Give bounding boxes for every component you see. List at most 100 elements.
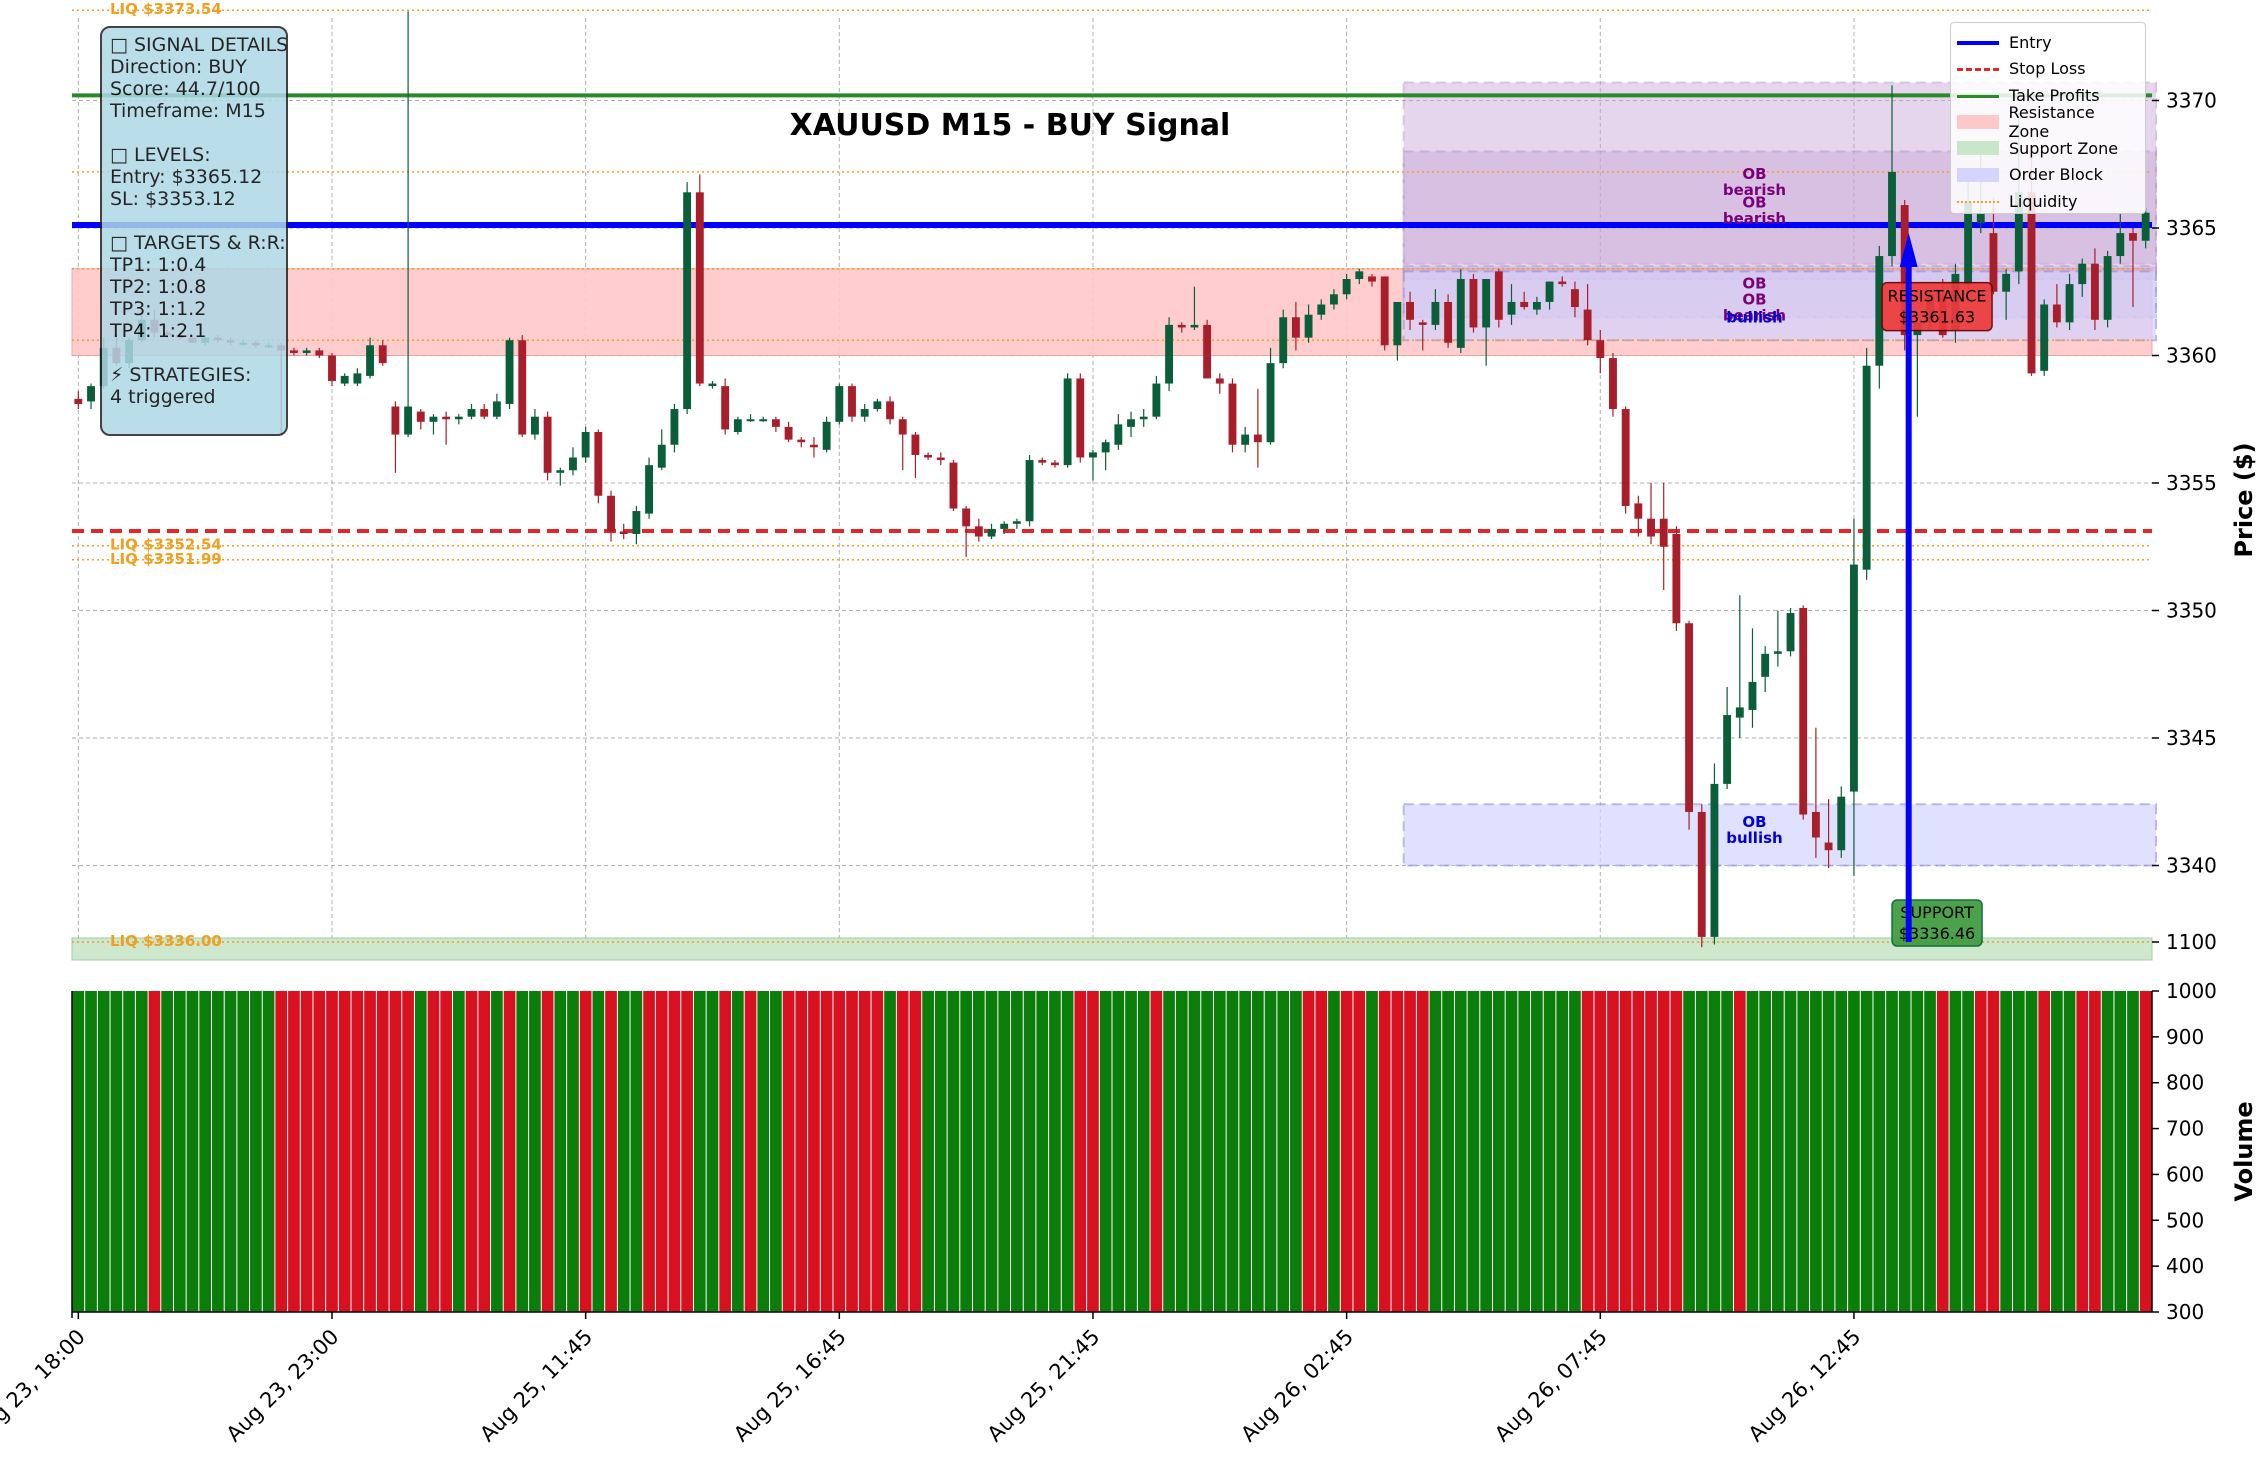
volume-bar: [2076, 991, 2089, 1312]
candle-body-bear: [1520, 301, 1529, 308]
candle-body-bear: [1609, 358, 1617, 410]
volume-bar: [693, 991, 706, 1312]
candle-body-bear: [721, 386, 730, 430]
candle-body-bull: [1786, 613, 1795, 652]
resistance-marker-label: $3361.63: [1899, 308, 1975, 327]
volume-bar: [1442, 991, 1454, 1312]
order-block-label: OB: [1742, 275, 1766, 293]
volume-bar: [2101, 991, 2114, 1312]
volume-bar: [72, 991, 85, 1312]
legend-label: Order Block: [2009, 165, 2103, 185]
time-tick-label: Aug 23, 23:00: [222, 1325, 344, 1447]
volume-bar: [1340, 991, 1353, 1312]
liquidity-label: LIQ $3373.54: [110, 0, 222, 18]
candle-body-bull: [1850, 564, 1858, 792]
candle-body-bear: [848, 386, 856, 417]
volume-bar: [1848, 991, 1860, 1312]
signal-detail-line: □ TARGETS & R:R:: [110, 232, 286, 254]
volume-bar: [858, 991, 871, 1312]
candle-body-bull: [1837, 796, 1846, 851]
candle-body-bear: [784, 426, 793, 440]
liquidity-label: LIQ $3336.00: [110, 932, 222, 950]
volume-bar: [2127, 991, 2139, 1312]
candle-body-bear: [1596, 340, 1605, 359]
candle-body-bear: [74, 398, 83, 404]
volume-bar: [1810, 991, 1822, 1312]
candle-body-bull: [1748, 681, 1757, 710]
volume-bar: [1378, 991, 1391, 1312]
volume-bar: [934, 991, 947, 1312]
volume-bar: [2000, 991, 2012, 1312]
candle-body-bear: [911, 434, 920, 455]
volume-bar: [1061, 991, 1074, 1312]
candle-body-bear: [607, 495, 615, 532]
candle-body-bull: [1735, 707, 1744, 718]
volume-bar: [884, 991, 896, 1312]
volume-tick-label: 900: [2166, 1025, 2204, 1049]
signal-details-box: □ SIGNAL DETAILS Direction: BUY Score: 44.…: [100, 26, 288, 436]
legend-swatch: [1957, 141, 1999, 156]
candle-body-bear: [1038, 460, 1047, 463]
volume-bar: [1594, 991, 1607, 1312]
candle-body-bull: [1862, 365, 1871, 570]
time-tick-label: Aug 23, 18:00: [0, 1325, 90, 1447]
candle-body-bear: [315, 350, 324, 356]
volume-bar: [1112, 991, 1125, 1312]
candle-body-bear: [416, 411, 425, 422]
legend-entry: Support Zone: [1957, 135, 2139, 162]
candle-body-bear: [543, 416, 552, 473]
volume-bar: [97, 991, 110, 1312]
volume-bar: [2038, 991, 2051, 1312]
volume-bar: [364, 991, 376, 1312]
candle-body-bear: [1253, 434, 1262, 443]
volume-bar: [1784, 991, 1797, 1312]
candle-body-bull: [1342, 279, 1351, 295]
volume-bar: [706, 991, 719, 1312]
time-tick-label: Aug 26, 02:45: [1236, 1325, 1358, 1447]
candle-body-bull: [1393, 301, 1402, 346]
volume-bar: [2025, 991, 2038, 1312]
volume-bar: [2114, 991, 2127, 1312]
volume-bar: [2089, 991, 2101, 1312]
candle-body-bull: [708, 383, 717, 387]
markers: RESISTANCE $3361.63 SUPPORT $3336.46: [1881, 232, 1993, 947]
volume-bar: [1645, 991, 1657, 1312]
candle-body-bear: [1672, 534, 1681, 624]
signal-detail-line: □ SIGNAL DETAILS: [110, 34, 289, 56]
volume-bar: [85, 991, 97, 1312]
candle-body-bear: [1697, 811, 1706, 937]
candle-body-bear: [480, 409, 489, 417]
candle-body-bull: [1456, 279, 1465, 348]
volume-bar: [478, 991, 491, 1312]
order-block-label: bullish: [1726, 829, 1782, 847]
volume-bar: [541, 991, 554, 1312]
volume-tick-label: 300: [2166, 1300, 2204, 1324]
candle-body-bear: [1621, 409, 1630, 506]
legend-label: Take Profits: [2009, 85, 2100, 105]
candle-body-bull: [581, 432, 590, 458]
volume-bar: [135, 991, 148, 1312]
candle-body-bear: [1583, 309, 1592, 341]
candle-body-bull: [2014, 192, 2023, 272]
legend-swatch: [1957, 201, 1999, 204]
order-block-label: bearish: [1723, 209, 1786, 227]
candle-body-bull: [1139, 416, 1148, 420]
candle-body-bear: [1291, 317, 1300, 338]
liquidity-label: LIQ $3351.99: [110, 550, 222, 568]
volume-bar: [224, 991, 237, 1312]
volume-bar: [491, 991, 503, 1312]
candle-body-bull: [1330, 294, 1338, 305]
volume-bar: [414, 991, 427, 1312]
volume-bar: [1898, 991, 1911, 1312]
price-tick-label: 1100: [2166, 930, 2217, 954]
volume-bar: [1759, 991, 1772, 1312]
volume-bar: [389, 991, 402, 1312]
candle-body-bull: [1317, 304, 1326, 315]
volume-bar: [1543, 991, 1556, 1312]
volume-bar: [2012, 991, 2025, 1312]
volume-bar: [452, 991, 465, 1312]
volume-bar: [833, 991, 846, 1312]
candle-body-bull: [2078, 263, 2087, 285]
volume-bar: [212, 991, 224, 1312]
